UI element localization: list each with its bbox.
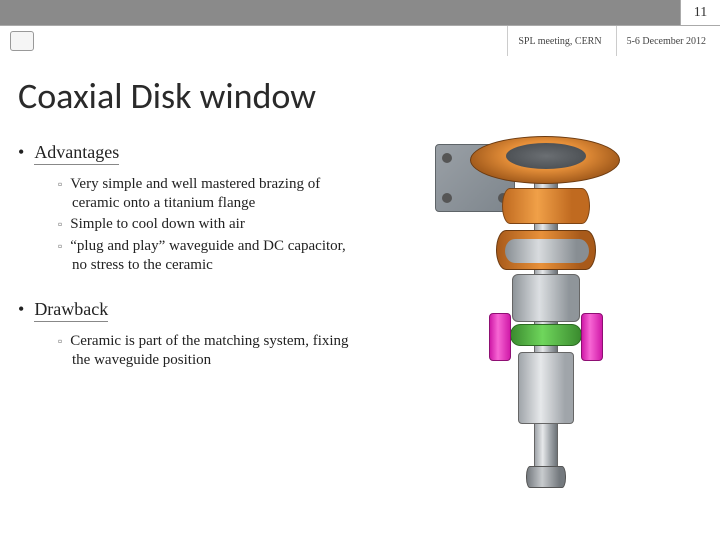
foot-shape [526,466,566,488]
disk-top-shape [470,136,620,184]
list-item: “plug and play” waveguide and DC capacit… [58,237,358,275]
section-heading: Advantages [34,142,119,165]
advantages-list: Very simple and well mastered brazing of… [58,175,358,275]
page-number: 11 [680,0,720,25]
content-area: Advantages Very simple and well mastered… [0,136,720,516]
meta-row: SPL meeting, CERN 5-6 December 2012 [0,26,720,56]
green-ring-shape [510,324,582,346]
lower-block-shape [518,352,574,424]
list-item: Very simple and well mastered brazing of… [58,175,358,213]
top-bar: 11 [0,0,720,26]
collar-shape [496,230,596,270]
list-item: Simple to cool down with air [58,215,358,234]
list-item: Ceramic is part of the matching system, … [58,332,358,370]
section-heading: Drawback [34,299,108,322]
collar-shape [502,188,590,224]
logo-icon [10,31,34,51]
mid-block-shape [512,274,580,322]
illustration [358,136,702,516]
slide-title: Coaxial Disk window [18,74,720,118]
text-column: Advantages Very simple and well mastered… [18,136,358,516]
top-bar-fill [0,0,680,25]
date-label: 5-6 December 2012 [616,26,706,56]
meeting-label: SPL meeting, CERN [507,26,601,56]
drawback-list: Ceramic is part of the matching system, … [58,332,358,370]
